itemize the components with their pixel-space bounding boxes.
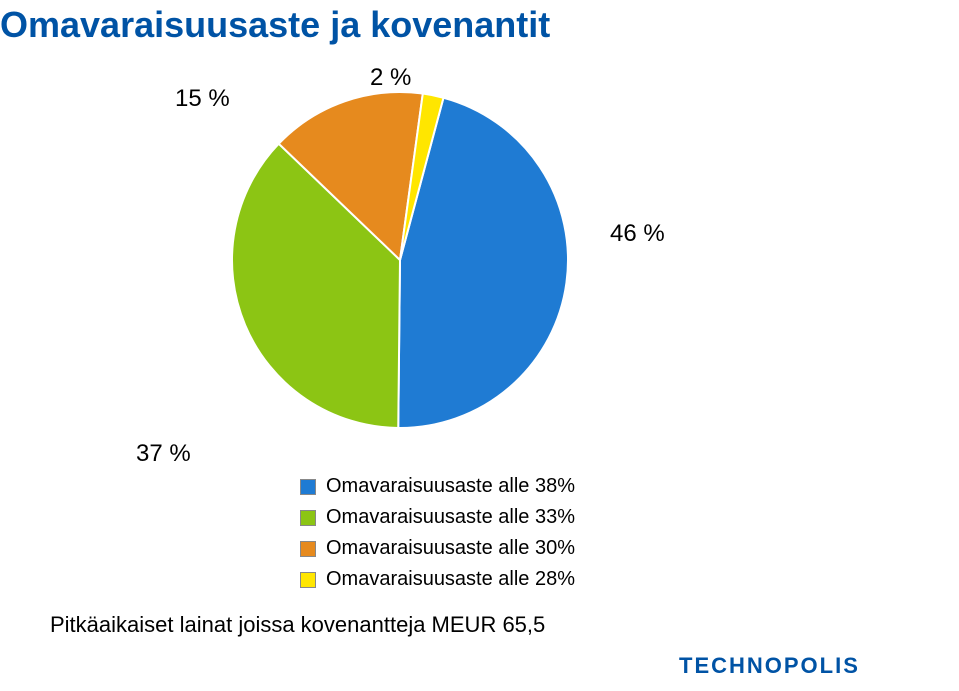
legend-label: Omavaraisuusaste alle 38%: [326, 472, 575, 501]
legend-label: Omavaraisuusaste alle 28%: [326, 565, 575, 594]
pie-data-label: 15 %: [175, 85, 230, 113]
svg-text:TECHNOPOLIS: TECHNOPOLIS: [679, 653, 860, 678]
legend-swatch: [300, 479, 316, 495]
pie-data-label: 2 %: [370, 64, 411, 92]
legend-row: Omavaraisuusaste alle 30%: [300, 534, 575, 563]
legend-swatch: [300, 541, 316, 557]
page-title: Omavaraisuusaste ja kovenantit: [0, 4, 550, 46]
legend-row: Omavaraisuusaste alle 33%: [300, 503, 575, 532]
legend-label: Omavaraisuusaste alle 30%: [326, 534, 575, 563]
pie-chart: [230, 90, 570, 430]
technopolis-logo: TECHNOPOLIS: [679, 653, 939, 679]
legend-swatch: [300, 572, 316, 588]
legend-row: Omavaraisuusaste alle 38%: [300, 472, 575, 501]
pie-data-label: 37 %: [136, 440, 191, 468]
pie-data-label: 46 %: [610, 220, 665, 248]
legend-row: Omavaraisuusaste alle 28%: [300, 565, 575, 594]
footer-note: Pitkäaikaiset lainat joissa kovenantteja…: [50, 612, 545, 638]
legend-swatch: [300, 510, 316, 526]
legend: Omavaraisuusaste alle 38%Omavaraisuusast…: [300, 472, 575, 596]
legend-label: Omavaraisuusaste alle 33%: [326, 503, 575, 532]
slide: Omavaraisuusaste ja kovenantit 46 % 37 % 1…: [0, 0, 959, 691]
